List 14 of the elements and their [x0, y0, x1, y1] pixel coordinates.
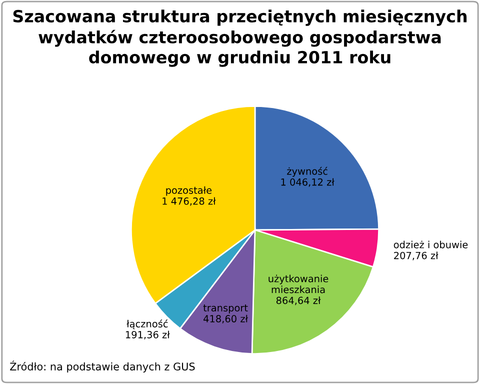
slice-label: użytkowanie mieszkania: [268, 274, 328, 294]
data-label: 1 476,28 zł: [162, 197, 216, 206]
data-label: 1 046,12 zł: [281, 178, 334, 187]
data-label: 191,36 zł: [126, 330, 170, 340]
text: Źródło: na podstawie danych z GUS: [10, 360, 195, 372]
slice-label: transport: [203, 304, 248, 314]
slice-label: łączność: [126, 320, 168, 330]
data-label: 864,64 zł: [276, 296, 321, 306]
slice-label: odzież i obuwie: [394, 240, 468, 248]
slice-label: pozostałe: [166, 186, 212, 196]
chart-title: Szacowana struktura przeciętnych miesięcznych wydatków czteroosobowego gospodarstwa domowego w grudniu 2011 roku: [13, 10, 467, 67]
data-label: 207,76 zł: [394, 252, 438, 260]
data-label: 418,60 zł: [204, 314, 248, 324]
slice-label: żywność: [287, 166, 328, 177]
